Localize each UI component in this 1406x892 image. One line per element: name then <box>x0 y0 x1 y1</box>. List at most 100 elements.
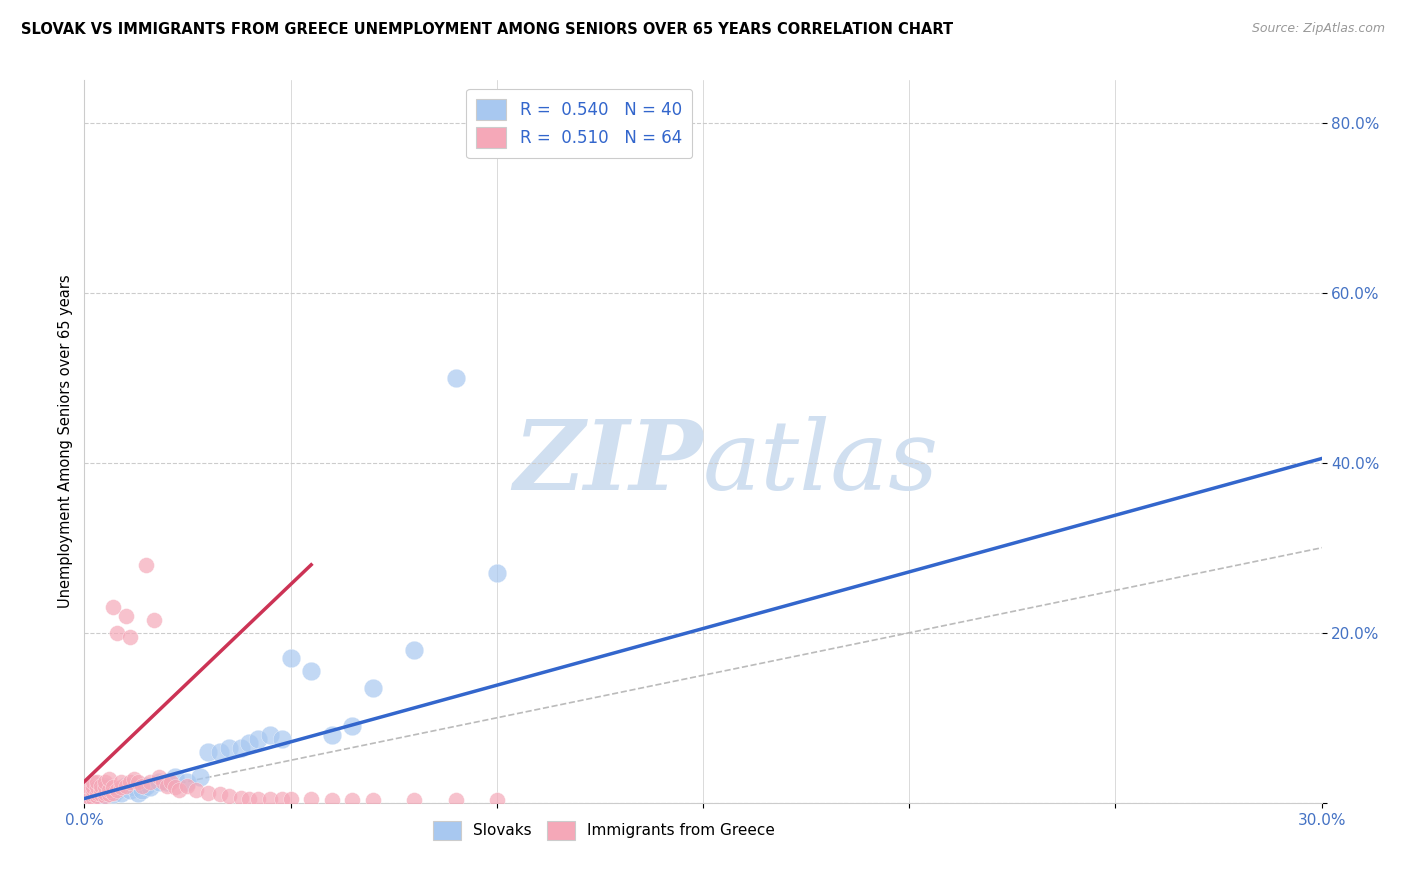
Point <box>156 774 179 789</box>
Point <box>86 783 108 797</box>
Point <box>139 774 162 789</box>
Point <box>86 786 108 800</box>
Point <box>299 792 322 806</box>
Point <box>105 783 128 797</box>
Point <box>82 774 104 789</box>
Point <box>176 774 198 789</box>
Point <box>118 630 141 644</box>
Point <box>90 783 112 797</box>
Point <box>103 780 125 795</box>
Point <box>105 625 128 640</box>
Point <box>110 780 132 795</box>
Point <box>259 791 281 805</box>
Point <box>114 608 136 623</box>
Point <box>197 786 219 800</box>
Point <box>98 783 121 797</box>
Point <box>148 770 170 784</box>
Point <box>271 792 294 806</box>
Point <box>77 789 100 803</box>
Point <box>176 779 198 793</box>
Point <box>361 681 384 695</box>
Point <box>82 783 104 797</box>
Point <box>127 786 149 800</box>
Legend: Slovaks, Immigrants from Greece: Slovaks, Immigrants from Greece <box>427 815 780 846</box>
Point <box>114 779 136 793</box>
Point <box>82 789 104 803</box>
Point <box>135 558 157 572</box>
Point <box>94 786 117 800</box>
Text: atlas: atlas <box>703 417 939 510</box>
Point <box>82 786 104 800</box>
Point <box>82 790 104 805</box>
Point <box>209 787 232 801</box>
Point <box>444 371 467 385</box>
Point <box>105 783 128 797</box>
Point <box>103 786 125 800</box>
Point <box>122 780 145 795</box>
Point <box>94 774 117 789</box>
Point <box>94 780 117 795</box>
Point <box>246 732 269 747</box>
Point <box>148 774 170 789</box>
Point <box>77 779 100 793</box>
Point <box>131 783 153 797</box>
Point <box>271 732 294 747</box>
Point <box>485 793 508 807</box>
Point <box>98 787 121 801</box>
Point <box>361 793 384 807</box>
Point <box>82 787 104 801</box>
Point <box>218 789 240 803</box>
Point <box>404 793 426 807</box>
Point <box>98 772 121 786</box>
Point <box>167 783 190 797</box>
Point <box>139 780 162 795</box>
Point <box>299 664 322 678</box>
Point <box>165 780 187 795</box>
Point <box>77 791 100 805</box>
Point <box>86 789 108 803</box>
Point <box>122 772 145 786</box>
Point <box>342 719 364 733</box>
Point <box>485 566 508 581</box>
Point <box>160 774 183 789</box>
Y-axis label: Unemployment Among Seniors over 65 years: Unemployment Among Seniors over 65 years <box>58 275 73 608</box>
Point <box>197 745 219 759</box>
Point <box>246 791 269 805</box>
Point <box>110 774 132 789</box>
Point <box>156 779 179 793</box>
Point <box>152 774 174 789</box>
Text: Source: ZipAtlas.com: Source: ZipAtlas.com <box>1251 22 1385 36</box>
Point <box>94 780 117 795</box>
Point <box>131 779 153 793</box>
Point <box>77 791 100 805</box>
Point <box>103 600 125 615</box>
Point <box>165 770 187 784</box>
Point <box>77 786 100 800</box>
Point <box>86 774 108 789</box>
Point <box>90 789 112 803</box>
Text: ZIP: ZIP <box>513 417 703 510</box>
Point <box>280 792 302 806</box>
Point <box>127 774 149 789</box>
Point <box>342 793 364 807</box>
Point <box>94 786 117 800</box>
Point <box>90 779 112 793</box>
Point <box>184 783 207 797</box>
Point <box>321 728 343 742</box>
Point <box>229 740 252 755</box>
Point <box>404 642 426 657</box>
Point <box>118 783 141 797</box>
Point <box>86 787 108 801</box>
Point <box>444 793 467 807</box>
Point <box>321 793 343 807</box>
Point <box>143 613 166 627</box>
Point <box>110 786 132 800</box>
Point <box>103 787 125 801</box>
Point <box>238 791 260 805</box>
Point <box>90 787 112 801</box>
Point <box>188 770 211 784</box>
Point <box>82 780 104 795</box>
Point <box>114 779 136 793</box>
Point <box>259 728 281 742</box>
Point <box>86 780 108 795</box>
